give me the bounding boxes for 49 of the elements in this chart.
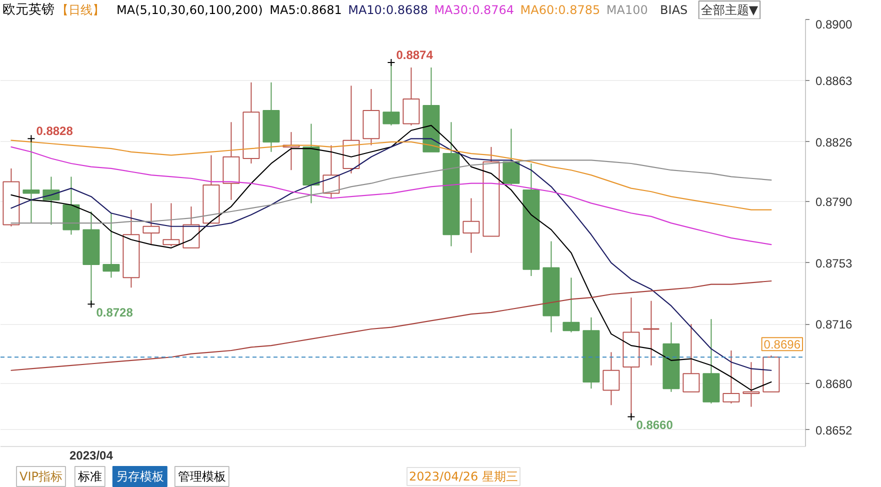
line-series	[10, 140, 772, 210]
candlestick	[722, 350, 740, 404]
data-label: 0.8828	[36, 124, 74, 138]
y-tick-label: 0.8863	[816, 74, 853, 88]
legend-title: MA(5,10,30,60,100,200)	[116, 3, 263, 17]
candlestick	[642, 300, 660, 366]
chart-subtitle: 【日线】	[56, 3, 104, 17]
ref-line-label: 0.8696	[764, 338, 801, 352]
data-label: 0.8728	[96, 306, 134, 320]
data-label: 0.8874	[396, 48, 434, 62]
text: 2023/04/26 星期三	[409, 470, 518, 484]
candlestick	[682, 324, 700, 392]
text: 管理模板	[178, 470, 226, 484]
y-tick-label: 0.8790	[816, 195, 853, 210]
x-tick-label: 2023/04	[70, 448, 114, 462]
text: MA30:0.8764	[434, 3, 514, 17]
text: MA100	[606, 3, 648, 17]
text: MA10:0.8688	[348, 3, 428, 17]
y-tick-label: 0.8900	[816, 18, 853, 32]
candlestick	[462, 198, 480, 254]
text: VIP指标	[20, 470, 62, 484]
line-series	[10, 146, 772, 246]
y-tick-label: 0.8753	[816, 256, 853, 270]
data-label: 0.8660	[636, 418, 674, 432]
candlestick	[102, 212, 120, 278]
line-series	[10, 160, 772, 224]
point	[27, 134, 36, 143]
candlestick	[562, 277, 580, 333]
candlestick	[602, 352, 620, 406]
text: 另存模板	[116, 470, 164, 484]
y-tick-label: 0.8680	[816, 377, 853, 392]
candlestick	[162, 202, 180, 247]
point	[627, 412, 636, 421]
text: MA60:0.8785	[520, 3, 600, 17]
y-tick-label: 0.8716	[816, 318, 853, 332]
text: BIAS	[660, 3, 688, 17]
text: 标准	[76, 470, 102, 484]
candlestick	[142, 202, 160, 246]
y-tick-label: 0.8652	[816, 423, 853, 438]
text: 全部主题▼	[700, 3, 759, 17]
point	[87, 300, 96, 308]
candlestick	[502, 128, 520, 186]
y-tick-label: 0.8826	[816, 135, 853, 150]
chart-title: 欧元英镑	[2, 2, 54, 18]
candlestick	[182, 206, 200, 248]
candlestick	[42, 176, 60, 226]
text: MA5:0.8681	[270, 3, 342, 17]
candlestick	[742, 362, 760, 408]
point	[387, 58, 396, 67]
